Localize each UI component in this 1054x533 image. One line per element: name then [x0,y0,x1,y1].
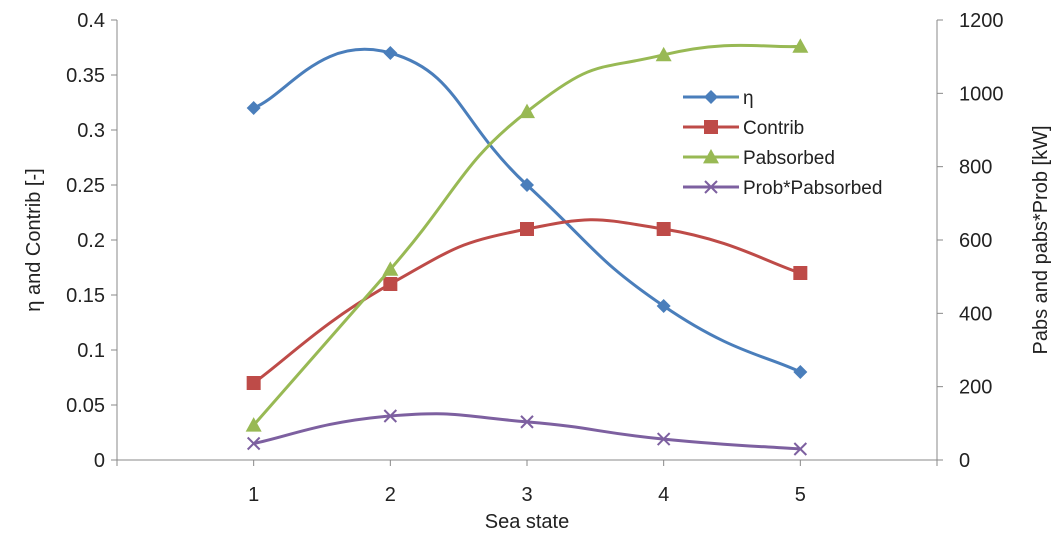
legend: η Contrib Pabsorbed Prob*Pabsorbed [683,88,882,199]
x-tick-label: 2 [385,484,396,506]
data-point-eta [793,365,808,379]
right-y-tick-label: 600 [959,230,992,252]
series-line-prob-pabsorbed [253,412,801,451]
data-point-pabsorbed [519,103,535,119]
x-axis-title: Sea state [485,511,570,533]
right-y-tick-label: 400 [959,303,992,325]
right-y-axis-title: Pabs and pabs*Prob [kW] [1030,125,1052,354]
x-tick-label: 5 [795,484,806,506]
left-y-tick-label: 0.35 [66,65,105,87]
data-point-prob-pabsorbed [793,442,808,456]
left-y-tick-label: 0.2 [77,230,105,252]
data-point-contrib [656,222,671,236]
legend-label-prob-pabsorbed: Prob*Pabsorbed [743,178,882,199]
x-tick-label: 4 [658,484,669,506]
legend-label-pabsorbed: Pabsorbed [743,148,835,169]
data-point-contrib [520,222,534,236]
data-point-prob-pabsorbed [656,432,671,446]
data-point-pabsorbed [655,46,672,62]
legend-label-contrib: Contrib [743,118,804,139]
left-y-tick-label: 0 [94,450,105,472]
x-tick-label: 3 [521,484,532,506]
data-point-prob-pabsorbed [246,436,261,451]
right-y-tick-label: 0 [959,450,970,472]
data-point-contrib [383,277,398,291]
right-y-tick-label: 1000 [959,83,1004,105]
data-point-contrib [246,376,261,390]
data-point-prob-pabsorbed [520,415,534,429]
data-point-eta [246,101,261,115]
right-y-tick-label: 200 [959,377,992,399]
left-y-tick-label: 0.3 [77,120,105,142]
legend-marker-pabsorbed [703,149,719,164]
x-tick-label: 1 [248,484,259,506]
right-y-tick-label: 1200 [959,10,1004,32]
series-line-pabsorbed [252,43,801,427]
chart-series [245,38,809,456]
data-point-pabsorbed [245,417,262,432]
legend-marker-eta [704,90,718,104]
data-point-prob-pabsorbed [383,409,398,423]
left-y-axis-title: η and Contrib [-] [23,168,45,311]
legend-marker-contrib [704,120,718,134]
data-point-eta [656,299,671,313]
data-point-eta [383,46,398,60]
left-y-tick-label: 0.05 [66,395,105,417]
chart-axes: 0 0.05 0.1 0.15 0.2 0.25 0.3 0.35 0.4 0 200 400 600 8… [66,10,1003,506]
left-y-tick-label: 0.4 [77,10,105,32]
data-point-eta [520,178,534,192]
data-point-pabsorbed [792,38,809,53]
legend-label-eta: η [743,88,754,109]
left-y-tick-label: 0.1 [77,340,105,362]
data-point-pabsorbed [382,261,399,276]
series-line-contrib [252,218,801,385]
left-y-tick-label: 0.25 [66,175,105,197]
left-y-tick-label: 0.15 [66,285,105,307]
data-point-contrib [793,266,808,280]
right-y-tick-label: 800 [959,157,992,179]
legend-marker-prob-pabsorbed [704,180,718,194]
